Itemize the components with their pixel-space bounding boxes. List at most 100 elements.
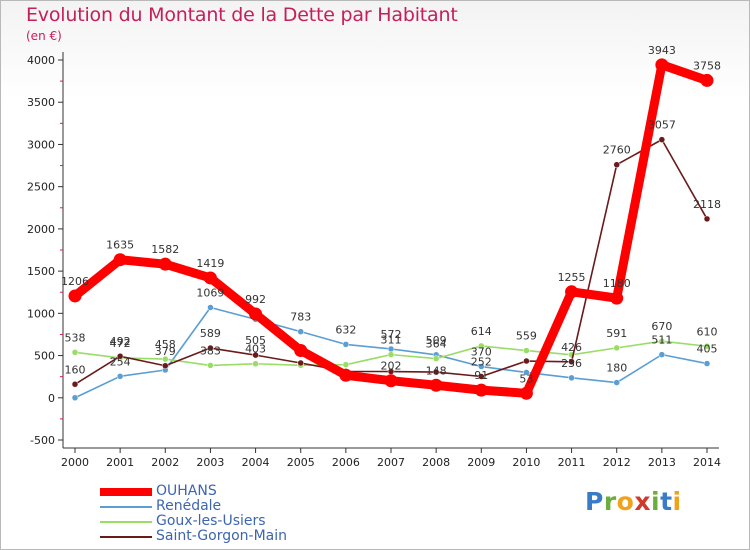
data-point [613,379,620,386]
x-tick-label: 2011 [558,456,586,469]
data-point [387,345,395,353]
x-tick-label: 2006 [332,456,360,469]
data-point [613,161,620,168]
data-labels: 1206 1635 1582 1419 992 202 148 91 53 1255 1180 394… [61,44,721,385]
y-tick-label: -500 [30,434,55,447]
data-point [207,304,214,311]
data-label: 614 [471,325,492,338]
data-label: 783 [290,311,311,324]
data-point [658,351,666,358]
data-label: 589 [200,327,221,340]
logo-letter: x [634,487,651,516]
data-point [478,373,485,380]
data-point [610,291,624,305]
series-layer [68,58,714,402]
logo-letter: i [651,487,661,516]
logo-letter: i [672,487,682,516]
legend-label-ouhans: OUHANS [156,483,217,499]
data-label: 3758 [693,59,721,72]
data-label: 1180 [603,277,631,290]
data-label: 53 [519,372,533,385]
data-label: 3943 [648,44,676,57]
data-point [116,373,124,380]
y-tick-label: 1000 [27,307,55,320]
data-point [294,343,308,357]
y-tick-label: 3000 [27,138,55,151]
data-label: 509 [426,334,447,347]
data-label: 252 [471,355,492,368]
y-tick-label: 0 [48,392,55,405]
data-point [342,341,350,348]
data-point [655,58,669,72]
data-label: 511 [651,334,672,347]
x-tick-label: 2014 [693,456,721,469]
data-point [158,257,172,271]
data-point [613,344,620,352]
data-label: 559 [516,330,537,343]
data-point [387,351,395,358]
data-point [658,136,666,143]
legend-label-goux: Goux-les-Usiers [156,513,266,529]
data-label: 992 [245,293,266,306]
x-tick-label: 2001 [106,456,134,469]
x-tick-label: 2004 [242,456,270,469]
legend-item-goux: Goux-les-Usiers [100,514,287,529]
data-label: 538 [65,331,86,344]
data-label: 364 [426,338,447,351]
y-tick-label: 1500 [27,265,55,278]
data-point [207,344,214,352]
data-point [523,369,530,376]
legend-swatch-renedale [100,505,152,508]
data-label: 505 [245,334,266,347]
y-tick-label: 2000 [27,223,55,236]
data-label: 1206 [61,275,89,288]
legend-swatch-saint-gorgon [100,535,152,538]
data-point [71,349,79,356]
y-tick-label: 2500 [27,181,55,194]
y-tick-label: 500 [34,350,55,363]
data-label: 1069 [196,287,224,300]
data-point [68,289,82,303]
data-point [252,360,259,367]
data-point [113,253,127,267]
data-point [478,342,485,350]
logo-letter: r [603,487,617,516]
data-point [207,362,214,369]
data-point [703,360,711,367]
data-label: 403 [245,343,266,356]
legend-item-ouhans: OUHANS [100,484,287,499]
logo-letter: o [616,487,635,516]
data-point [71,381,79,388]
data-label: 1255 [558,271,586,284]
data-label: 1419 [196,257,224,270]
data-point [658,337,666,345]
data-point [519,386,533,400]
y-tick-label: 3500 [27,96,55,109]
data-label: 91 [474,369,488,382]
data-point [342,361,350,368]
x-tick-label: 2000 [61,456,89,469]
data-label: 148 [426,364,447,377]
data-label: 492 [110,335,131,348]
logo-letter: P [585,487,604,516]
data-point [523,347,530,354]
axes: -500 0 500 1000 1500 2000 2500 3000 3500 4000 2000… [27,52,721,469]
data-point [432,368,440,376]
x-tick-label: 2010 [512,456,540,469]
data-label: 236 [561,357,582,370]
data-label: 458 [155,338,176,351]
data-label: 370 [471,346,492,359]
data-label: 3057 [648,119,676,132]
data-point [568,374,575,382]
data-label: 311 [381,334,402,347]
x-tick-label: 2009 [467,456,495,469]
data-label: 2760 [603,144,631,157]
data-point [384,374,398,388]
data-point [432,355,440,362]
legend-swatch-ouhans [100,487,152,496]
data-label: 472 [110,337,131,350]
data-label: 1635 [106,239,134,252]
x-tick-label: 2002 [151,456,179,469]
data-label: 405 [697,343,718,356]
